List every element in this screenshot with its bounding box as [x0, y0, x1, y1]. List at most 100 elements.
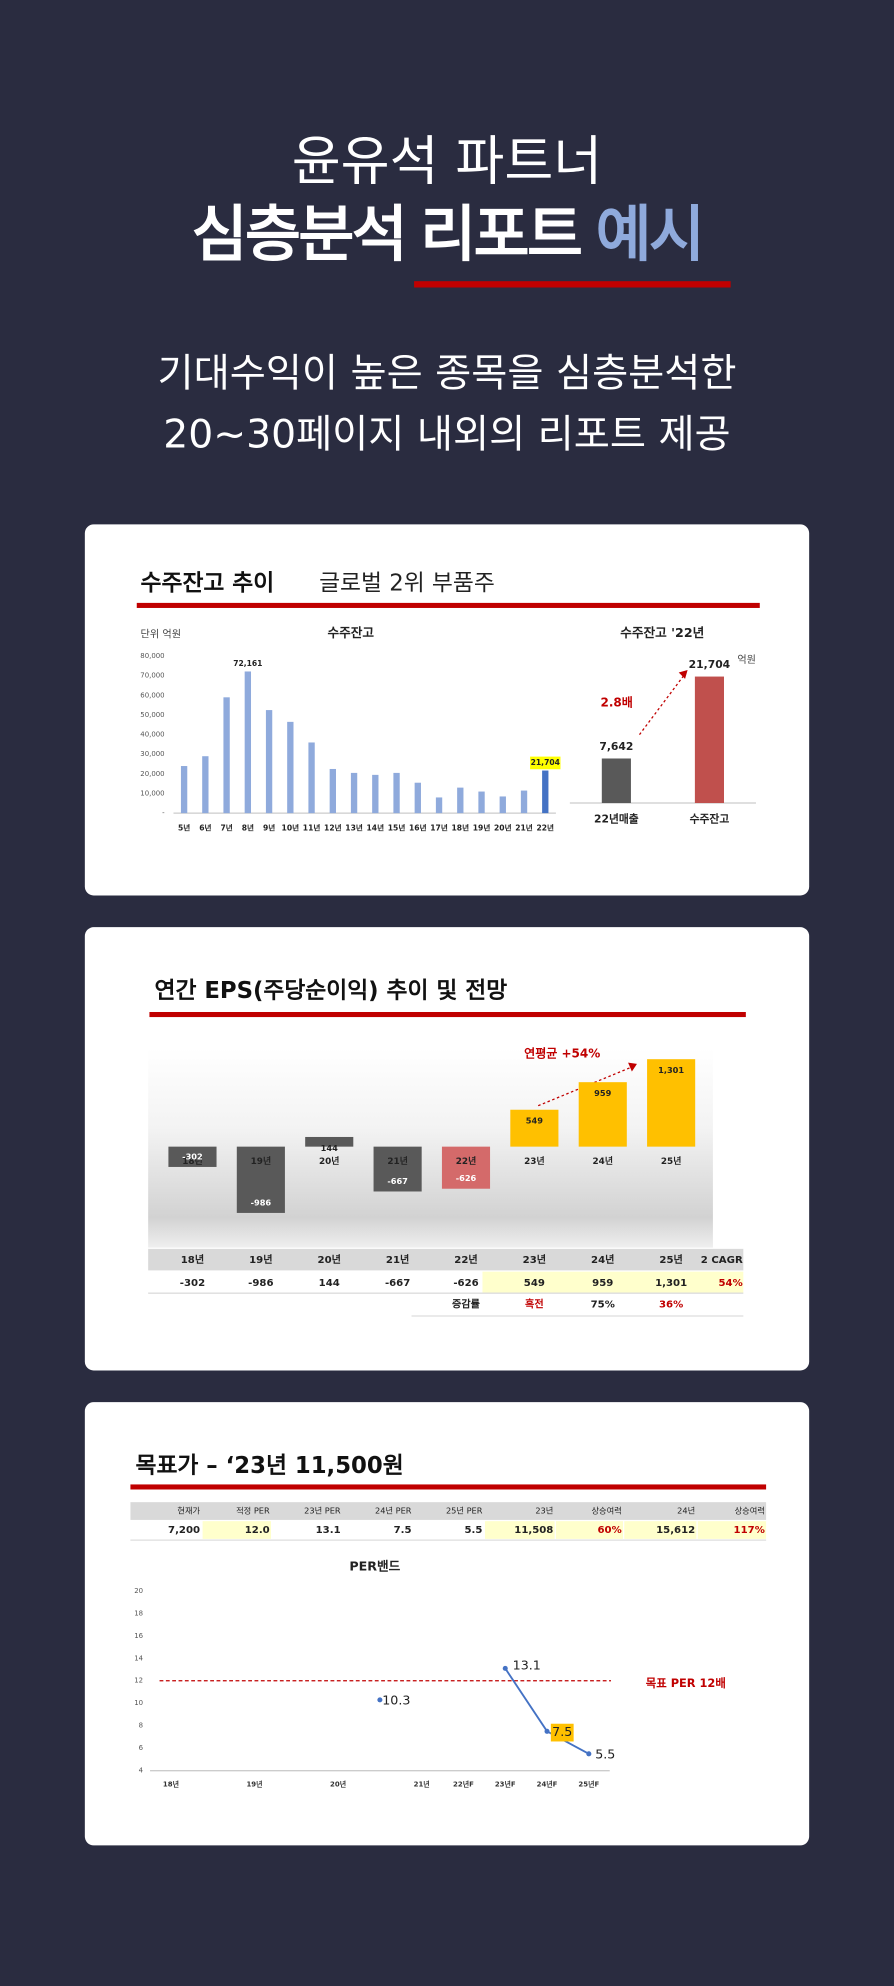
subtitle: 기대수익이 높은 종목을 심층분석한 [157, 352, 736, 397]
data-label: -626 [456, 1173, 477, 1183]
data-label: 21,704 [531, 758, 560, 767]
x-tick-label: 12년 [324, 822, 342, 832]
table-header-cell: 적정 PER [236, 1506, 270, 1516]
point [502, 1665, 508, 1671]
table-header-cell: 24년 PER [375, 1506, 412, 1516]
x-tick-label: 23년 [524, 1155, 544, 1167]
table-header-cell: 21년 [386, 1253, 409, 1266]
data-label: 7,642 [599, 740, 633, 753]
bar [168, 1146, 217, 1167]
reference-label: 목표 PER 12배 [646, 1676, 726, 1690]
x-tick-label: 10년 [282, 822, 300, 832]
headline-part: 리포트 [420, 200, 581, 270]
x-tick-label: 18년 [452, 822, 470, 832]
bar [694, 676, 725, 804]
table-header-cell: 23년 [535, 1506, 553, 1516]
y-tick-label: - [162, 809, 165, 817]
table-header-cell: 현재가 [177, 1506, 200, 1516]
x-tick-label: 22년 [537, 822, 555, 832]
data-label: 7.5 [552, 1724, 572, 1739]
table-header-cell: 25년 PER [446, 1506, 483, 1516]
bar [287, 721, 294, 814]
data-label: 959 [594, 1088, 611, 1098]
card-subtitle: 글로벌 2위 부품주 [319, 570, 495, 596]
x-tick-label: 21년 [387, 1155, 407, 1167]
y-tick-label: 20 [134, 1587, 143, 1595]
y-tick-label: 20,000 [140, 770, 164, 778]
bar [329, 768, 336, 814]
x-tick-label: 13년 [345, 822, 363, 832]
title-rule [136, 602, 760, 608]
card-title: 목표가 – ‘23년 11,500원 [135, 1453, 403, 1479]
x-tick-label: 18년 [182, 1155, 202, 1167]
table-cell: 60% [598, 1525, 622, 1536]
table-cell: 13.1 [316, 1525, 341, 1536]
table-cell: -626 [453, 1278, 478, 1289]
table-header-cell: 상승여력 [592, 1506, 622, 1516]
x-tick-label: 22년매출 [594, 812, 639, 825]
bar [457, 787, 464, 814]
bar [244, 671, 252, 814]
data-label: 13.1 [513, 1657, 541, 1672]
data-label: -667 [387, 1176, 408, 1186]
headline: 윤유석 파트너 [292, 130, 602, 192]
chart-title: 수주잔고 '22년 [620, 625, 704, 640]
bar [601, 758, 631, 804]
x-tick-label: 20년 [494, 822, 512, 832]
x-tick-label: 23년F [495, 1780, 516, 1789]
x-tick-label: 15년 [388, 822, 406, 832]
table-header-cell: 23년 [523, 1253, 546, 1266]
table-highlight [697, 1521, 767, 1539]
x-tick-label: 24년 [593, 1155, 613, 1167]
y-tick-label: 60,000 [140, 691, 164, 699]
x-tick-label: 25년F [578, 1780, 599, 1789]
table-cell: -667 [385, 1278, 410, 1289]
table-cell: 36% [659, 1300, 683, 1311]
table-cell: 11,508 [514, 1525, 553, 1536]
x-tick-label: 19년 [246, 1780, 262, 1789]
point [377, 1697, 383, 1703]
x-tick-label: 21년 [515, 822, 533, 832]
unit-label: 단위 억원 [141, 628, 181, 641]
y-tick-label: 14 [134, 1654, 143, 1662]
x-tick-label: 25년 [661, 1155, 681, 1167]
table-cell: 15,612 [656, 1525, 695, 1536]
bar [520, 790, 528, 814]
bar [236, 1146, 285, 1213]
y-tick-label: 6 [139, 1744, 143, 1752]
data-label: 72,161 [233, 659, 262, 668]
table-highlight [484, 1521, 555, 1539]
chart-title: PER밴드 [349, 1558, 400, 1573]
table-cell: 7.5 [394, 1525, 412, 1536]
arrow-head [678, 670, 688, 679]
bar [350, 772, 358, 814]
y-tick-label: 12 [134, 1677, 143, 1685]
card-title: 수주잔고 추이 [141, 570, 275, 596]
data-label: 1,301 [658, 1065, 684, 1075]
annotation: 2.8배 [601, 694, 633, 709]
data-label: 10.3 [382, 1693, 410, 1708]
bar [414, 782, 421, 814]
point [544, 1728, 550, 1734]
x-tick-label: 11년 [303, 822, 321, 832]
bar [223, 697, 230, 814]
x-tick-label: 9년 [263, 822, 275, 832]
table-highlight [482, 1271, 744, 1294]
x-tick-label: 22년F [453, 1780, 474, 1789]
table-cell: 54% [719, 1278, 743, 1289]
bar [435, 797, 443, 814]
y-tick-label: 70,000 [140, 672, 164, 680]
arrow-head [628, 1062, 637, 1072]
x-tick-label: 17년 [430, 822, 448, 832]
x-tick-label: 24년F [537, 1780, 558, 1789]
bar [499, 796, 506, 814]
x-tick-label: 수주잔고 [690, 812, 730, 825]
y-tick-label: 10,000 [140, 790, 164, 798]
x-tick-label: 20년 [330, 1780, 346, 1789]
bar [542, 770, 549, 814]
x-tick-label: 20년 [319, 1155, 339, 1167]
y-tick-label: 50,000 [140, 711, 164, 719]
headline-part: 예시 [596, 200, 703, 270]
bar [180, 766, 188, 814]
